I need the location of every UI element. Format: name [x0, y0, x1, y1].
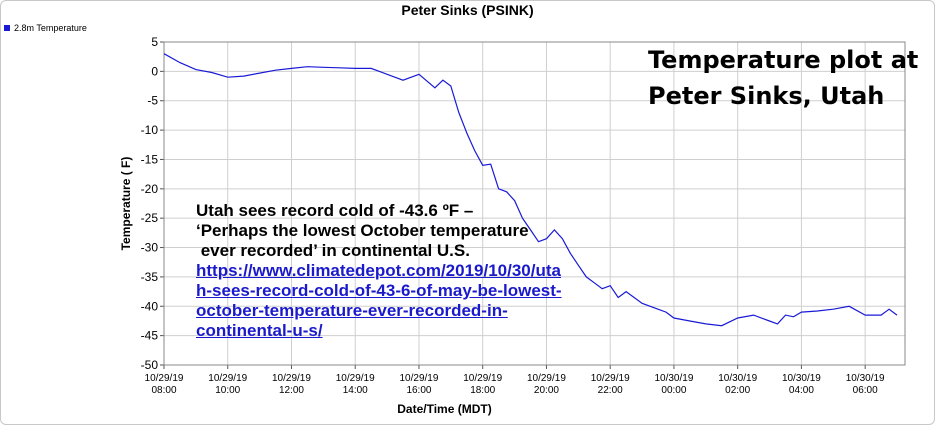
x-tick-label-date: 10/29/19 — [145, 373, 184, 384]
y-tick-label: 0 — [151, 64, 158, 78]
link-line: october-temperature-ever-recorded-in- — [196, 301, 508, 320]
y-tick-label: -25 — [141, 211, 159, 225]
series-line — [163, 53, 898, 327]
x-tick-label-time: 16:00 — [406, 385, 431, 396]
x-tick-label-time: 14:00 — [343, 385, 368, 396]
y-tick-label: -15 — [141, 152, 159, 166]
link-line: https://www.climatedepot.com/2019/10/30/… — [196, 261, 561, 280]
overlay-title-line: Peter Sinks, Utah — [648, 82, 885, 110]
y-tick-label: -35 — [141, 270, 159, 284]
y-tick-label: -10 — [141, 123, 159, 137]
x-tick-label-time: 08:00 — [151, 385, 176, 396]
x-tick-label-time: 04:00 — [789, 385, 814, 396]
link-line: h-sees-record-cold-of-43-6-of-may-be-low… — [196, 281, 562, 300]
y-tick-label: -40 — [141, 299, 159, 313]
x-axis-label: Date/Time (MDT) — [397, 402, 491, 416]
x-tick-label-time: 12:00 — [279, 385, 304, 396]
y-tick-label: -20 — [141, 182, 159, 196]
y-tick-label: -5 — [147, 94, 158, 108]
overlay-title: Temperature plot at Peter Sinks, Utah — [648, 42, 918, 114]
x-tick-label-time: 10:00 — [215, 385, 240, 396]
x-tick-label-date: 10/29/19 — [208, 373, 247, 384]
x-tick-label-date: 10/30/19 — [846, 373, 885, 384]
x-tick-label-time: 22:00 — [598, 385, 623, 396]
x-tick-label-date: 10/29/19 — [399, 373, 438, 384]
legend: 2.8m Temperature — [4, 23, 87, 33]
x-tick-label-date: 10/30/19 — [654, 373, 693, 384]
plot-area — [164, 42, 905, 365]
headline-line: Utah sees record cold of -43.6 ºF – — [196, 201, 474, 220]
y-tick-label: -30 — [141, 241, 159, 255]
x-tick-label-time: 18:00 — [470, 385, 495, 396]
overlay-title-line: Temperature plot at — [648, 46, 919, 74]
x-tick-label-date: 10/30/19 — [782, 373, 821, 384]
link-line: continental-u-s/ — [196, 321, 323, 340]
y-tick-label: -50 — [141, 358, 159, 372]
headline-line: ever recorded’ in continental U.S. — [196, 241, 470, 260]
article-link[interactable]: https://www.climatedepot.com/2019/10/30/… — [196, 261, 562, 341]
annotation-text: Utah sees record cold of -43.6 ºF – ‘Per… — [196, 201, 562, 341]
y-tick-label: -45 — [141, 329, 159, 343]
x-tick-label-time: 06:00 — [853, 385, 878, 396]
x-tick-label-date: 10/30/19 — [718, 373, 757, 384]
x-tick-label-date: 10/29/19 — [463, 373, 502, 384]
x-tick-label-time: 00:00 — [661, 385, 686, 396]
y-tick-label: 5 — [151, 35, 158, 49]
x-tick-label-time: 02:00 — [725, 385, 750, 396]
legend-swatch — [4, 25, 10, 31]
x-tick-label-date: 10/29/19 — [336, 373, 375, 384]
x-tick-label-time: 20:00 — [534, 385, 559, 396]
x-tick-label-date: 10/29/19 — [272, 373, 311, 384]
headline-line: ‘Perhaps the lowest October temperature — [196, 221, 529, 240]
y-axis-label: Temperature ( F) — [119, 157, 133, 251]
legend-label: 2.8m Temperature — [14, 23, 87, 33]
x-tick-label-date: 10/29/19 — [591, 373, 630, 384]
chart-title: Peter Sinks (PSINK) — [401, 2, 534, 18]
x-tick-label-date: 10/29/19 — [527, 373, 566, 384]
plot-border — [163, 41, 906, 366]
